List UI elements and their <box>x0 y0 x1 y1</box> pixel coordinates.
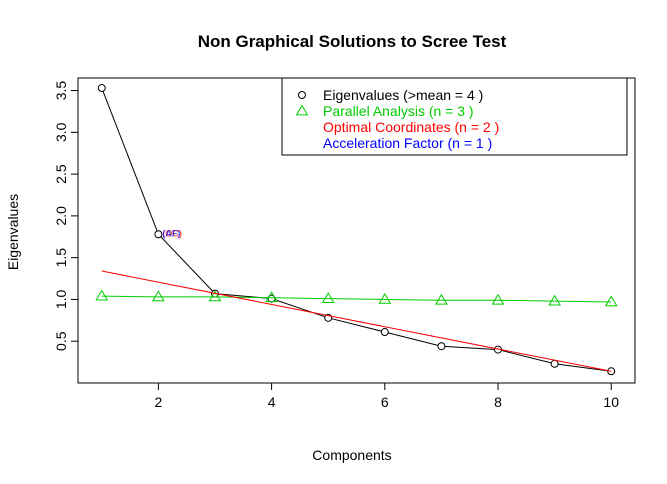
y-tick-label: 2.5 <box>53 164 69 184</box>
series-line-2 <box>101 270 612 372</box>
annotation-label: (AF) <box>162 228 180 238</box>
y-tick-label: 1.0 <box>53 289 69 309</box>
y-tick-label: 3.0 <box>53 122 69 142</box>
legend-marker-triangle <box>295 104 309 116</box>
parallel-analysis-point <box>208 290 222 302</box>
series-line-1 <box>101 295 612 303</box>
x-tick-label: 2 <box>154 394 162 410</box>
x-axis: 2 4 6 8 10 <box>154 382 619 410</box>
legend-label: Parallel Analysis (n = 3 ) <box>323 103 474 119</box>
parallel-analysis-point <box>435 293 448 305</box>
parallel-analysis-point <box>95 289 109 301</box>
parallel-analysis-point <box>604 295 618 307</box>
x-tick-label: 6 <box>381 394 389 410</box>
y-tick-label: 0.5 <box>53 331 69 351</box>
y-axis-label: Eigenvalues <box>5 194 21 270</box>
y-axis: 0.5 1.0 1.5 2.0 2.5 3.0 3.5 <box>53 81 79 351</box>
parallel-analysis-point <box>265 291 278 303</box>
legend: Eigenvalues (>mean = 4 )Parallel Analysi… <box>281 77 628 156</box>
eigenvalue-point <box>97 84 106 93</box>
eigenvalue-point <box>550 359 559 368</box>
x-tick-label: 8 <box>494 394 502 410</box>
legend-marker-circle <box>298 91 306 99</box>
legend-label: Eigenvalues (>mean = 4 ) <box>323 87 483 103</box>
x-tick-label: 10 <box>603 394 619 410</box>
x-tick-label: 4 <box>268 394 276 410</box>
legend-box <box>281 77 628 156</box>
eigenvalue-point <box>154 230 163 239</box>
eigenvalue-point <box>437 342 446 351</box>
y-tick-label: 1.5 <box>53 248 69 268</box>
series-layer <box>95 84 618 376</box>
y-tick-label: 2.0 <box>53 206 69 226</box>
parallel-analysis-point <box>548 294 561 306</box>
parallel-analysis-point <box>321 292 335 303</box>
y-tick-label: 3.5 <box>53 81 69 101</box>
x-axis-label: Components <box>312 447 391 463</box>
eigenvalue-point <box>380 328 389 337</box>
annotation-label: (OC) <box>162 228 182 238</box>
legend-label: Optimal Coordinates (n = 2 ) <box>323 119 499 135</box>
legend-label: Acceleration Factor (n = 1 ) <box>323 135 492 151</box>
parallel-analysis-point <box>152 290 165 302</box>
chart-title: Non Graphical Solutions to Scree Test <box>198 32 507 51</box>
series-line-0 <box>101 87 612 372</box>
annotation-layer: (OC)(AF) <box>162 228 182 238</box>
parallel-analysis-point <box>491 293 505 305</box>
parallel-analysis-point <box>378 292 392 304</box>
